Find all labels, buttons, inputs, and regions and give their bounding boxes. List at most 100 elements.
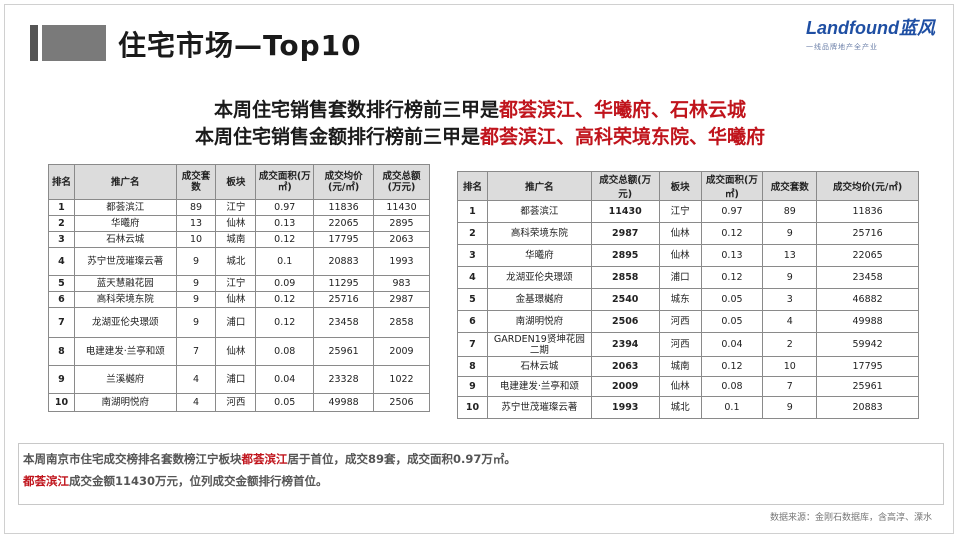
column-header: 推广名 (486, 171, 592, 201)
table-cell: 仙林 (215, 291, 257, 308)
table-cell: 苏宁世茂璀璨云著 (73, 247, 177, 276)
table-cell: 10 (457, 396, 488, 419)
table-row: 5 蓝天慧融花园 9 江宁 0.09 11295 983 (48, 275, 430, 292)
table-cell: 城南 (215, 231, 257, 248)
headline-units-highlight: 都荟滨江、华曦府、石林云城 (499, 99, 747, 121)
table-cell: 983 (373, 275, 430, 292)
table-cell: 2394 (590, 332, 660, 357)
table-cell: 2 (762, 332, 818, 357)
column-header: 成交套数 (175, 164, 217, 200)
table-cell: 0.97 (255, 199, 315, 216)
table-cell: 2540 (590, 288, 660, 311)
table-cell: 河西 (658, 332, 702, 357)
table-cell: 0.97 (700, 200, 764, 223)
column-header: 成交总额(万元) (590, 171, 660, 201)
table-cell: 11295 (313, 275, 375, 292)
page-title: 住宅市场—Top10 (118, 29, 362, 62)
table-cell: 2858 (373, 307, 430, 338)
table-cell: 2 (48, 215, 75, 232)
table-cell: 0.04 (700, 332, 764, 357)
table-cell: 0.05 (255, 393, 315, 412)
table-cell: 都荟滨江 (73, 199, 177, 216)
summary-text: 居于首位，成交89套，成交面积0.97万㎡。 (287, 452, 516, 466)
table-cell: 2506 (373, 393, 430, 412)
table-cell: 龙湖亚伦央璟颂 (486, 266, 592, 289)
table-row: 10 苏宁世茂璀璨云著 1993 城北 0.1 9 20883 (457, 396, 919, 419)
title-accent-block (42, 25, 106, 61)
table-cell: 7 (175, 337, 217, 366)
table-cell: 9 (175, 291, 217, 308)
table-cell: 华曦府 (486, 244, 592, 267)
table-cell: 1993 (590, 396, 660, 419)
units-ranking-table: 排名 推广名 成交套数 板块 成交面积(万㎡) 成交均价(元/㎡) 成交总额(万元) 1 都荟… (48, 164, 430, 412)
table-cell: 0.12 (255, 291, 315, 308)
table-cell: 都荟滨江 (486, 200, 592, 223)
column-header: 板块 (215, 164, 257, 200)
headline-amount-prefix: 本周住宅销售金额排行榜前三甲是 (194, 126, 480, 148)
table-cell: 0.09 (255, 275, 315, 292)
table-cell: 89 (175, 199, 217, 216)
table-cell: 4 (457, 266, 488, 289)
table-cell: 6 (457, 310, 488, 333)
table-cell: 11836 (816, 200, 919, 223)
table-cell: 9 (762, 222, 818, 245)
table-cell: 1993 (373, 247, 430, 276)
logo-subtitle: 一线品牌地产全产业 (806, 43, 878, 51)
column-header: 板块 (658, 171, 702, 201)
table-cell: 蓝天慧融花园 (73, 275, 177, 292)
table-cell: 2987 (373, 291, 430, 308)
table-cell: 13 (175, 215, 217, 232)
table-cell: 苏宁世茂璀璨云著 (486, 396, 592, 419)
table-cell: 0.12 (255, 231, 315, 248)
table-cell: 0.05 (700, 288, 764, 311)
table-cell: 城东 (658, 288, 702, 311)
table-cell: 0.12 (700, 222, 764, 245)
table-cell: 10 (762, 356, 818, 377)
brand-logo: Landfound蓝风 一线品牌地产全产业 (806, 14, 946, 54)
table-cell: 2506 (590, 310, 660, 333)
table-cell: 59942 (816, 332, 919, 357)
table-row: 1 都荟滨江 11430 江宁 0.97 89 11836 (457, 200, 919, 223)
table-row: 4 龙湖亚伦央璟颂 2858 浦口 0.12 9 23458 (457, 266, 919, 289)
table-cell: 江宁 (658, 200, 702, 223)
table-cell: 0.08 (700, 376, 764, 397)
table-cell: 南湖明悦府 (486, 310, 592, 333)
table-cell: 0.13 (255, 215, 315, 232)
table-cell: 4 (175, 365, 217, 394)
table-cell: 7 (457, 332, 488, 357)
column-header: 推广名 (73, 164, 177, 200)
column-header: 排名 (48, 164, 75, 200)
table-cell: 46882 (816, 288, 919, 311)
table-cell: 25716 (816, 222, 919, 245)
table-cell: 浦口 (215, 365, 257, 394)
table-cell: 电建建发·兰亭和颂 (73, 337, 177, 366)
table-cell: 25716 (313, 291, 375, 308)
table-cell: 仙林 (658, 222, 702, 245)
table-row: 7 GARDEN19贤坤花园二期 2394 河西 0.04 2 59942 (457, 332, 919, 357)
table-cell: 0.04 (255, 365, 315, 394)
table-cell: 9 (175, 275, 217, 292)
table-cell: 城北 (658, 396, 702, 419)
column-header: 成交套数 (762, 171, 818, 201)
table-cell: 城南 (658, 356, 702, 377)
table-cell: 17795 (313, 231, 375, 248)
table-cell: 仙林 (215, 337, 257, 366)
table-cell: 3 (457, 244, 488, 267)
headline-units: 本周住宅销售套数排行榜前三甲是都荟滨江、华曦府、石林云城 (0, 95, 960, 122)
amount-ranking-table: 排名 推广名 成交总额(万元) 板块 成交面积(万㎡) 成交套数 成交均价(元/㎡) 1 都荟… (457, 171, 919, 419)
table-cell: 20883 (313, 247, 375, 276)
table-cell: 4 (762, 310, 818, 333)
column-header: 成交均价(元/㎡) (816, 171, 919, 201)
table-cell: 0.13 (700, 244, 764, 267)
table-row: 10 南湖明悦府 4 河西 0.05 49988 2506 (48, 393, 430, 412)
table-cell: 河西 (215, 393, 257, 412)
table-cell: 0.1 (700, 396, 764, 419)
table-header-row: 排名 推广名 成交套数 板块 成交面积(万㎡) 成交均价(元/㎡) 成交总额(万元) (48, 164, 430, 200)
table-cell: 1022 (373, 365, 430, 394)
summary-highlight: 都荟滨江 (241, 452, 288, 466)
table-row: 7 龙湖亚伦央璟颂 9 浦口 0.12 23458 2858 (48, 307, 430, 338)
slide-frame (4, 4, 954, 534)
table-cell: 石林云城 (486, 356, 592, 377)
table-row: 5 金基璟樾府 2540 城东 0.05 3 46882 (457, 288, 919, 311)
table-cell: 浦口 (658, 266, 702, 289)
